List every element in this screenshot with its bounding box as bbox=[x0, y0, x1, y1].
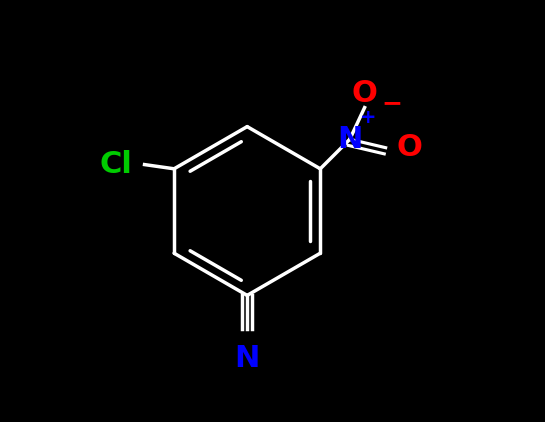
Text: N: N bbox=[234, 344, 260, 373]
Text: −: − bbox=[382, 92, 402, 115]
Text: Cl: Cl bbox=[99, 150, 132, 179]
Text: O: O bbox=[396, 133, 422, 162]
Text: O: O bbox=[352, 78, 378, 108]
Text: +: + bbox=[360, 108, 377, 127]
Text: N: N bbox=[337, 125, 362, 154]
